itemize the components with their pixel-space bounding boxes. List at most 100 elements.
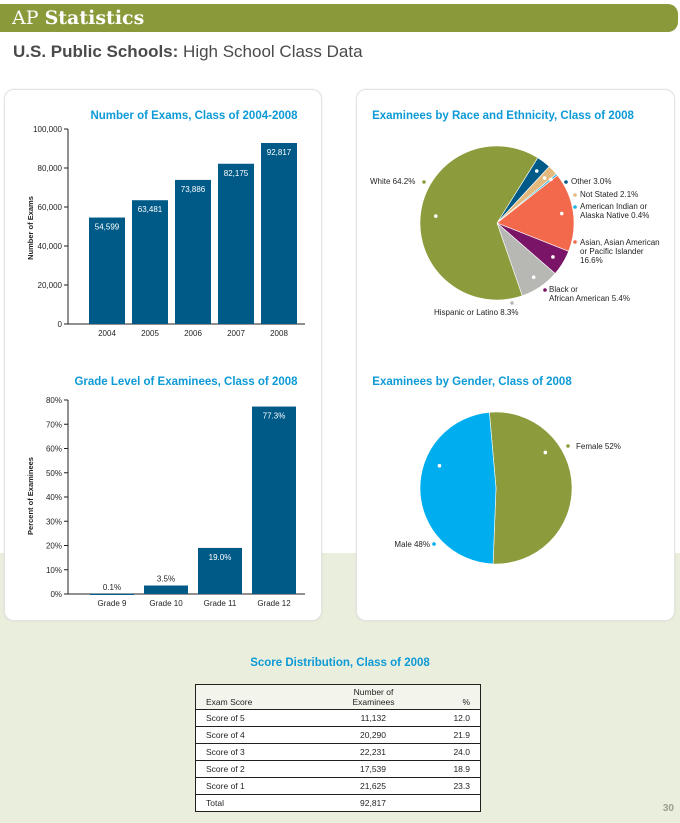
x-tick-label: 2007 — [227, 329, 245, 338]
x-tick-label: Grade 10 — [149, 599, 183, 608]
chart-title: Examinees by Race and Ethnicity, Class o… — [372, 110, 634, 122]
table-row: Score of 5 11,132 12.0 — [195, 709, 481, 727]
table-row: Score of 2 17,539 18.9 — [195, 760, 481, 778]
pie-slice — [419, 145, 539, 301]
y-tick-label: 60% — [46, 445, 62, 454]
col-header-exam-score: Exam Score — [195, 684, 316, 710]
label-marker — [543, 288, 547, 292]
slice-label: Other 3.0% — [571, 177, 611, 186]
cell-examinees: 22,231 — [316, 743, 431, 761]
cell-percent: 23.3 — [431, 777, 481, 795]
data-label: 92,817 — [267, 148, 292, 157]
page-number: 30 — [662, 803, 674, 814]
slice-label: or Pacific Islander — [580, 247, 644, 256]
pie-slice — [496, 174, 575, 252]
chart-title: Grade Level of Examinees, Class of 2008 — [74, 376, 298, 388]
label-marker — [432, 542, 436, 546]
cell-percent — [431, 794, 481, 812]
y-tick-label: 80% — [46, 396, 62, 405]
x-tick-label: 2004 — [98, 329, 116, 338]
data-label: 82,175 — [224, 169, 249, 178]
slice-label: African American 5.4% — [549, 294, 630, 303]
cell-examinees: 92,817 — [316, 794, 431, 812]
y-tick-label: 20,000 — [38, 281, 63, 290]
cell-percent: 21.9 — [431, 726, 481, 744]
page-subtitle: U.S. Public Schools: High School Class D… — [13, 42, 363, 62]
slice-marker — [549, 177, 553, 182]
slice-label: Alaska Native 0.4% — [580, 211, 649, 220]
subtitle-bold: U.S. Public Schools: — [13, 42, 179, 61]
y-tick-label: 0 — [58, 320, 63, 329]
ap-label: AP — [12, 7, 39, 29]
bar — [90, 593, 134, 595]
slice-marker — [542, 176, 547, 180]
slice-marker — [433, 214, 438, 218]
data-label: 19.0% — [209, 553, 232, 562]
label-marker — [573, 205, 577, 209]
x-tick-label: Grade 12 — [257, 599, 291, 608]
cell-examinees: 21,625 — [316, 777, 431, 795]
y-tick-label: 70% — [46, 420, 62, 429]
label-marker — [422, 180, 426, 184]
slice-label: White 64.2% — [370, 177, 415, 186]
table-title: Score Distribution, Class of 2008 — [250, 657, 430, 669]
subtitle-rest: High School Class Data — [178, 42, 363, 61]
cell-score: Total — [195, 794, 316, 812]
cell-score: Score of 4 — [195, 726, 316, 744]
y-tick-label: 30% — [46, 517, 62, 526]
col-header-examinees: Number of Examinees — [316, 684, 431, 710]
slice-marker — [543, 450, 548, 455]
page-title: AP Statistics — [12, 7, 144, 29]
cell-percent: 18.9 — [431, 760, 481, 778]
slice-label: 16.6% — [580, 256, 603, 265]
data-label: 63,481 — [138, 205, 163, 214]
slice-label: Black or — [549, 285, 578, 294]
y-axis-label: Number of Exams — [26, 196, 35, 260]
data-label: 0.1% — [103, 583, 121, 592]
bar — [252, 406, 296, 594]
x-tick-label: 2005 — [141, 329, 159, 338]
data-label: 77.3% — [263, 412, 286, 421]
y-tick-label: 10% — [46, 566, 62, 575]
bar — [132, 200, 168, 324]
bar — [89, 217, 125, 324]
slice-marker — [437, 463, 442, 468]
table-row: Score of 1 21,625 23.3 — [195, 777, 481, 795]
slice-marker — [559, 211, 564, 216]
slice-marker — [531, 275, 536, 280]
slice-label: Not Stated 2.1% — [580, 190, 638, 199]
table-row: Total 92,817 — [195, 794, 481, 812]
cell-examinees: 20,290 — [316, 726, 431, 744]
cell-score: Score of 5 — [195, 709, 316, 727]
y-tick-label: 60,000 — [38, 203, 63, 212]
y-tick-label: 50% — [46, 469, 62, 478]
data-label: 73,886 — [181, 185, 206, 194]
label-marker — [510, 301, 514, 305]
chart-title: Examinees by Gender, Class of 2008 — [372, 376, 572, 388]
cell-score: Score of 1 — [195, 777, 316, 795]
col-header-percent: % — [431, 684, 481, 710]
cell-examinees: 11,132 — [316, 709, 431, 727]
label-marker — [564, 180, 568, 184]
slice-label: Hispanic or Latino 8.3% — [434, 308, 519, 317]
bar — [261, 143, 297, 324]
bar — [175, 179, 211, 324]
x-tick-label: 2006 — [184, 329, 202, 338]
pie-slice — [489, 411, 573, 565]
y-tick-label: 80,000 — [38, 164, 63, 173]
y-tick-label: 100,000 — [33, 125, 62, 134]
label-marker — [573, 193, 577, 197]
cell-score: Score of 3 — [195, 743, 316, 761]
slice-marker — [551, 255, 555, 259]
x-tick-label: 2008 — [270, 329, 288, 338]
table-header-row: Exam Score Number of Examinees % — [195, 684, 481, 710]
pie-slice — [419, 411, 497, 565]
score-distribution-table: Exam Score Number of Examinees % Score of… — [195, 684, 481, 812]
y-tick-label: 20% — [46, 542, 62, 551]
bar — [198, 547, 242, 594]
slice-label: American Indian or — [580, 202, 647, 211]
y-tick-label: 0% — [50, 590, 62, 599]
